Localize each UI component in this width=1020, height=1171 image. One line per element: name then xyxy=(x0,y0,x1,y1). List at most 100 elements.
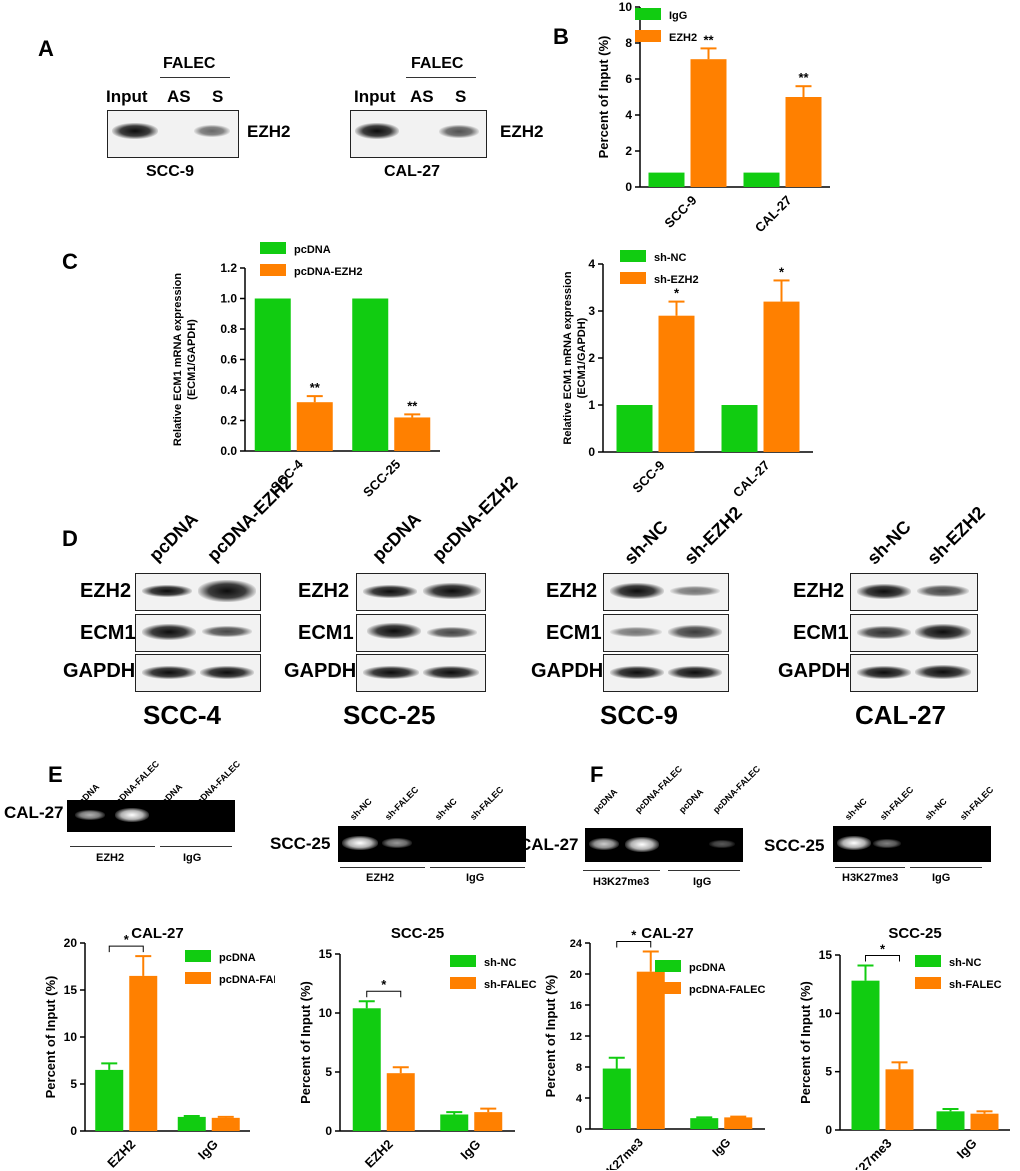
cell-line-label: SCC-9 xyxy=(600,700,679,730)
legend-swatch xyxy=(260,264,286,276)
y-tick-label: 15 xyxy=(64,983,78,997)
legend-label: sh-FALEC xyxy=(949,979,1002,991)
blot-ecm1 xyxy=(135,614,261,652)
bar xyxy=(636,971,665,1129)
bar xyxy=(616,405,653,452)
significance-bracket xyxy=(108,945,144,953)
protein-label-gapdh: GAPDH xyxy=(778,660,851,682)
significance-label: ** xyxy=(310,380,321,395)
y-tick-label: 16 xyxy=(570,1000,582,1012)
protein-label-ezh2: EZH2 xyxy=(80,580,132,602)
y-tick-label: 5 xyxy=(70,1077,77,1091)
significance-label: * xyxy=(381,977,387,992)
legend-label: pcDNA-FALEC xyxy=(689,984,765,996)
y-tick-label: 15 xyxy=(819,948,833,962)
panel-letter-d: D xyxy=(62,526,78,551)
y-axis-label: Percent of Input (%) xyxy=(298,981,313,1104)
legend-swatch xyxy=(635,8,661,20)
y-tick-label: 0.2 xyxy=(220,414,237,428)
y-tick-label: 3 xyxy=(588,304,595,318)
significance-bracket xyxy=(616,941,652,948)
y-axis-label: Relative ECM1 mRNA expression (ECM1/GAPDH… xyxy=(172,273,198,446)
bar xyxy=(851,980,880,1130)
x-tick-label: IgG xyxy=(709,1135,733,1159)
chart-title: CAL-27 xyxy=(131,925,184,942)
x-tick-label: H3K27me3 xyxy=(837,1136,895,1170)
y-axis-label-line2: (ECM1/GAPDH) xyxy=(576,317,588,398)
chart-title: SCC-25 xyxy=(888,925,941,942)
y-tick-label: 0 xyxy=(825,1123,832,1137)
falec-header: FALEC xyxy=(163,55,216,72)
cell-line-label: CAL-27 xyxy=(855,700,947,730)
protein-label-ezh2: EZH2 xyxy=(298,580,350,602)
lane-label: sh-FALEC xyxy=(382,784,421,822)
blot-gapdh xyxy=(356,654,486,692)
protein-label-ezh2: EZH2 xyxy=(546,580,598,602)
blot-ecm1 xyxy=(603,614,729,652)
falec-underline xyxy=(406,77,476,78)
y-tick-label: 10 xyxy=(319,1006,333,1020)
blot-gapdh xyxy=(135,654,261,692)
y-tick-label: 2 xyxy=(625,144,632,158)
legend-swatch xyxy=(915,955,941,967)
x-tick-label: IgG xyxy=(954,1136,980,1162)
y-tick-label: 8 xyxy=(576,1062,582,1074)
legend-label: pcDNA-EZH2 xyxy=(294,266,362,278)
cell-line-label: SCC-25 xyxy=(270,834,331,853)
chart-e1: CAL-27 0 5 10 15 20 Percent of Input (%) EZH2 Ig… xyxy=(43,925,275,1170)
legend-label: sh-NC xyxy=(484,957,516,969)
legend-label: EZH2 xyxy=(669,32,697,44)
cell-line-label: CAL-27 xyxy=(384,163,441,180)
significance-label: ** xyxy=(407,398,418,413)
y-tick-label: 6 xyxy=(625,72,632,86)
input-lane-label: Input xyxy=(354,87,396,106)
blot-gapdh xyxy=(603,654,729,692)
significance-label: * xyxy=(779,264,785,279)
x-tick-label: H3K27me3 xyxy=(593,1135,647,1170)
chart-b: 0 2 4 6 8 10 Percent of Input (%) ** SCC-9 ** CAL-… xyxy=(596,0,830,235)
bar xyxy=(177,1116,206,1131)
bar xyxy=(885,1069,914,1130)
y-tick-label: 20 xyxy=(64,936,78,950)
protein-label-ecm1: ECM1 xyxy=(793,622,849,644)
bar xyxy=(386,1073,415,1131)
y-tick-label: 0 xyxy=(325,1124,332,1138)
significance-label: * xyxy=(880,942,886,957)
chart-f1: CAL-27 0 4 8 12 16 20 24 Percent of Input (%) H3K… xyxy=(543,925,765,1170)
y-axis-label: Percent of Input (%) xyxy=(798,981,813,1104)
gel-image xyxy=(585,828,743,862)
y-tick-label: 5 xyxy=(325,1065,332,1079)
chart-title: SCC-25 xyxy=(391,925,444,942)
chart-e2: SCC-25 0 5 10 15 Percent of Input (%) EZH2 IgG *… xyxy=(298,925,537,1170)
y-tick-label: 10 xyxy=(819,1006,833,1020)
significance-label: * xyxy=(631,928,637,943)
lane-label: pcDNA xyxy=(145,508,202,566)
legend-swatch xyxy=(915,977,941,989)
lane-label: sh-NC xyxy=(863,516,915,569)
gel-image xyxy=(67,800,235,832)
y-tick-label: 5 xyxy=(825,1065,832,1079)
falec-header: FALEC xyxy=(411,55,464,72)
x-tick-label: IgG xyxy=(195,1137,221,1163)
y-tick-label: 0 xyxy=(625,180,632,194)
protein-label-gapdh: GAPDH xyxy=(63,660,136,682)
bar xyxy=(352,1008,381,1131)
significance-label: * xyxy=(674,286,680,301)
falec-underline xyxy=(160,77,230,78)
group-underline xyxy=(160,846,232,847)
legend-swatch xyxy=(655,982,681,994)
significance-label: ** xyxy=(703,32,714,47)
cell-line-label: SCC-25 xyxy=(343,700,436,730)
legend-label: sh-NC xyxy=(654,252,686,264)
x-tick-label: CAL-27 xyxy=(730,458,773,501)
bar xyxy=(970,1113,999,1130)
chart-title: CAL-27 xyxy=(641,925,694,942)
panel-letter-a: A xyxy=(38,36,54,61)
protein-label-ezh2: EZH2 xyxy=(793,580,845,602)
legend-label: pcDNA xyxy=(219,952,256,964)
x-tick-label: EZH2 xyxy=(104,1137,138,1170)
protein-label: EZH2 xyxy=(500,122,544,141)
bar xyxy=(690,59,727,188)
bar xyxy=(658,315,695,452)
